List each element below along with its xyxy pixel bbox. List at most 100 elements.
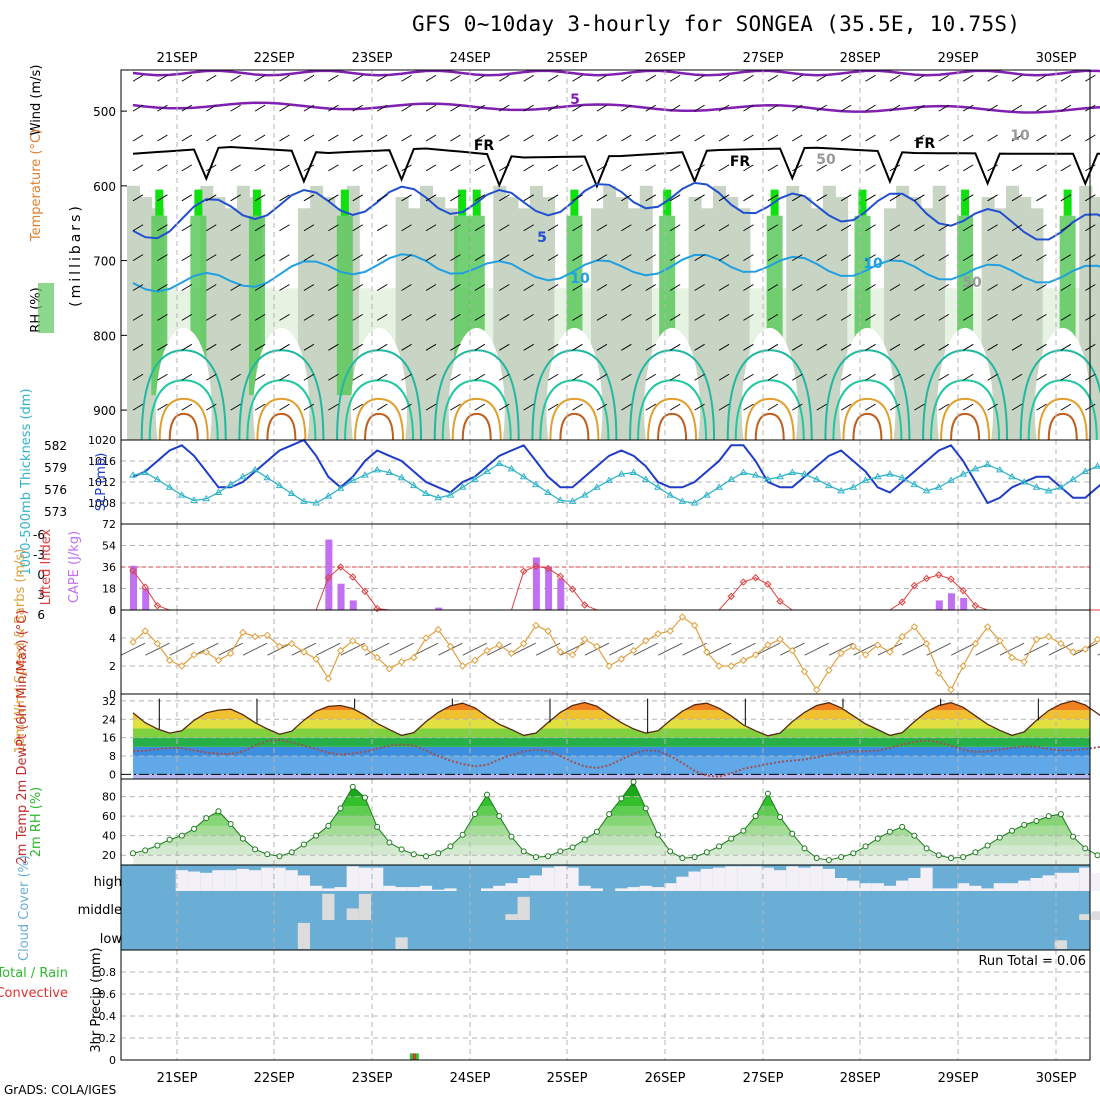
- wind-barb: [889, 74, 901, 82]
- date-label-bottom: 28SEP: [840, 1071, 881, 1086]
- rh-marker: [569, 844, 576, 851]
- cloud-clear-bar: [383, 885, 396, 891]
- wind-barb: [328, 104, 339, 112]
- precip-tick-label: 0.4: [99, 1010, 117, 1023]
- li-marker: [776, 597, 784, 606]
- wind-barb: [596, 104, 608, 112]
- wind-barb-10m: [999, 642, 1025, 656]
- pressure-tick-label: 500: [93, 105, 116, 119]
- wind-barb: [450, 403, 461, 411]
- cloud-clear-bar: [493, 885, 506, 891]
- rh-marker: [178, 832, 185, 839]
- rh-marker: [996, 834, 1003, 841]
- wind-barb: [181, 314, 193, 321]
- thickness-marker: [934, 483, 943, 490]
- wind-barb: [718, 314, 730, 321]
- rh-marker: [764, 790, 771, 797]
- wind-barb: [328, 343, 339, 351]
- wind-barb: [157, 134, 168, 142]
- temp-color-band: [133, 700, 1090, 711]
- wind-barb: [938, 74, 950, 82]
- temp-contour-lower: [842, 397, 893, 441]
- wind-barb: [914, 343, 925, 351]
- wind-barb: [181, 104, 193, 112]
- wind-barb: [1060, 224, 1072, 232]
- contour-label: 10: [570, 271, 590, 287]
- wind-speed-marker: [361, 644, 369, 652]
- cloud-clear-bar: [505, 883, 518, 891]
- rh-marker: [923, 845, 930, 852]
- wind-barb: [792, 254, 803, 261]
- wind-barb: [328, 284, 339, 291]
- rh-marker: [1094, 852, 1100, 859]
- cloud-clear-bar: [578, 885, 591, 891]
- wind-speed-marker: [275, 642, 284, 651]
- wind-speed-marker: [947, 686, 955, 694]
- wind-barb: [572, 314, 583, 321]
- wind-barb: [596, 284, 608, 291]
- rh-marker: [239, 835, 246, 842]
- temp-tick-label: 8: [109, 750, 116, 763]
- wind-barb: [328, 194, 339, 202]
- wind-barb: [572, 373, 583, 381]
- wind-barb: [425, 164, 437, 172]
- wind-speed-marker: [239, 628, 247, 637]
- wind-barb: [914, 284, 925, 291]
- cloud-clear-bar: [615, 888, 628, 891]
- wind-barb: [279, 403, 290, 411]
- wind-speed-marker: [605, 662, 613, 670]
- cloud-clear-bar: [1042, 875, 1055, 891]
- wind-barb: [816, 104, 827, 112]
- wind-barb: [865, 194, 876, 202]
- temp-contour-lower: [433, 349, 520, 441]
- wind-barb: [303, 74, 315, 82]
- wind-barb: [718, 74, 730, 82]
- li-marker: [361, 587, 369, 596]
- wind-barb: [181, 254, 193, 261]
- wind-barb: [792, 373, 803, 381]
- rh-marker: [496, 813, 503, 820]
- thickness-marker: [654, 483, 662, 490]
- date-label-top: 21SEP: [157, 51, 198, 66]
- wind-barb: [718, 164, 730, 172]
- temp-contour-lower: [158, 397, 209, 441]
- wind-barb: [816, 134, 827, 142]
- wind-barb: [303, 164, 315, 172]
- wind-barb: [1036, 194, 1047, 202]
- temp-color-band: [133, 737, 1090, 747]
- thickness-marker: [238, 472, 247, 480]
- li-marker: [898, 598, 906, 606]
- rh-shading-column: [236, 185, 250, 440]
- wind-barb: [767, 194, 779, 202]
- wind-barb: [279, 254, 290, 261]
- thickness-marker: [1044, 486, 1053, 494]
- wind-barb: [865, 284, 876, 291]
- wind-barb: [254, 134, 266, 142]
- wind-barb: [743, 284, 754, 291]
- wind-barb: [401, 254, 412, 261]
- wind-barb: [401, 403, 412, 411]
- wind-speed-marker: [996, 637, 1004, 645]
- wind-barb: [987, 194, 998, 202]
- date-label-bottom: 29SEP: [938, 1071, 979, 1086]
- wind-barb: [206, 314, 217, 321]
- wind-barb: [889, 373, 901, 381]
- rh-marker: [825, 857, 832, 864]
- thickness-marker: [226, 480, 235, 488]
- cloud-clear-bar: [395, 937, 408, 949]
- wind-barb: [523, 373, 534, 381]
- wind-barb: [865, 343, 876, 351]
- wind-barb: [303, 284, 315, 291]
- wind-barb: [938, 224, 950, 232]
- wind-barb: [1036, 134, 1047, 142]
- wind-barb: [816, 284, 827, 291]
- wind-barb: [376, 284, 388, 291]
- wind-speed-marker: [678, 613, 687, 621]
- cloud-clear-bar: [187, 871, 201, 891]
- wind-barb: [1036, 104, 1047, 112]
- wind-barb-10m: [950, 642, 976, 656]
- rh-marker: [801, 845, 808, 852]
- cloud-axis-label: Cloud Cover (%): [17, 855, 32, 961]
- wind-barb: [376, 224, 388, 232]
- wind-barb: [987, 104, 998, 112]
